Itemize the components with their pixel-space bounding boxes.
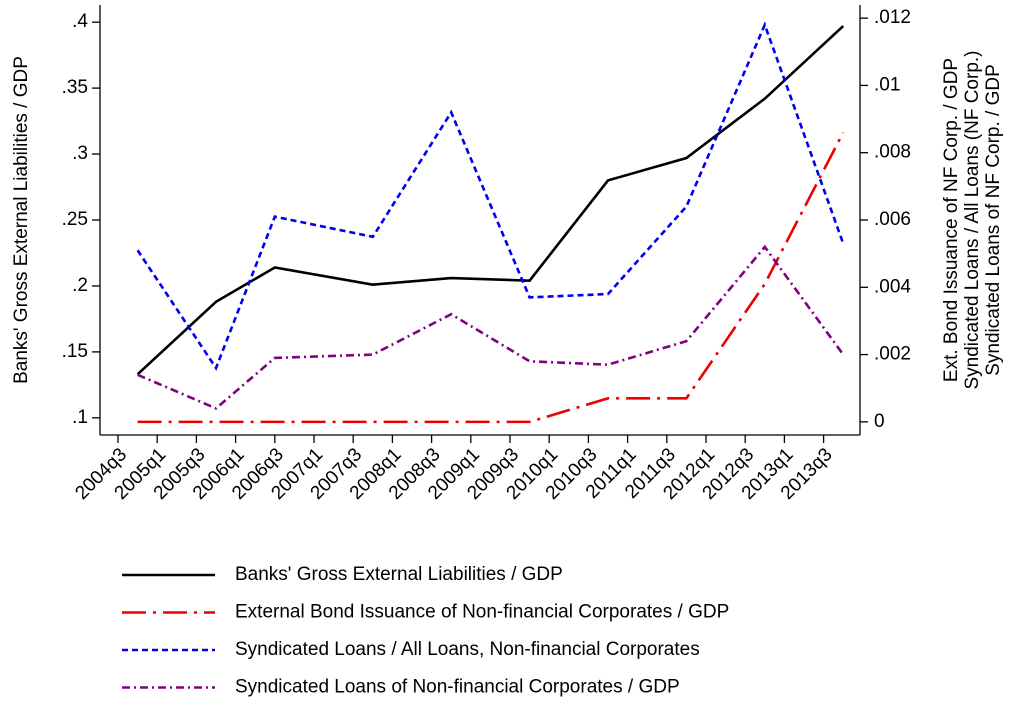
legend-label: Banks' Gross External Liabilities / GDP [235, 564, 563, 585]
y-tick-label: .15 [62, 341, 88, 362]
y2-tick-label: 0 [874, 411, 885, 432]
y2-tick-label: .012 [874, 7, 911, 28]
y-tick-label: .1 [72, 407, 88, 428]
y-tick-label: .4 [72, 11, 88, 32]
y2-axis-label: Syndicated Loans of NF Corp. / GDP [983, 64, 1004, 376]
y2-tick-label: .006 [874, 209, 911, 230]
legend-label: External Bond Issuance of Non-financial … [235, 602, 729, 623]
y2-tick-label: .01 [874, 74, 900, 95]
series-line [137, 244, 845, 410]
series-line [137, 131, 845, 424]
y2-tick-label: .004 [874, 276, 911, 297]
y-tick-label: .3 [72, 143, 88, 164]
y2-tick-label: .008 [874, 142, 911, 163]
y-tick-label: .2 [72, 275, 88, 296]
legend-label: Syndicated Loans of Non-financial Corpor… [235, 677, 680, 698]
y-tick-label: .35 [62, 77, 88, 98]
y2-axis-label: Ext. Bond Issuance of NF Corp. / GDP [941, 58, 962, 382]
y-tick-label: .25 [62, 209, 88, 230]
legend-label: Syndicated Loans / All Loans, Non-financ… [235, 639, 700, 660]
y-axis-label: Banks' Gross External Liabilities / GDP [11, 56, 32, 384]
series-line [136, 21, 845, 371]
y2-axis-label: Syndicated Loans / All Loans (NF Corp.) [962, 50, 983, 389]
y2-tick-label: .002 [874, 344, 911, 365]
series-line [136, 25, 845, 376]
